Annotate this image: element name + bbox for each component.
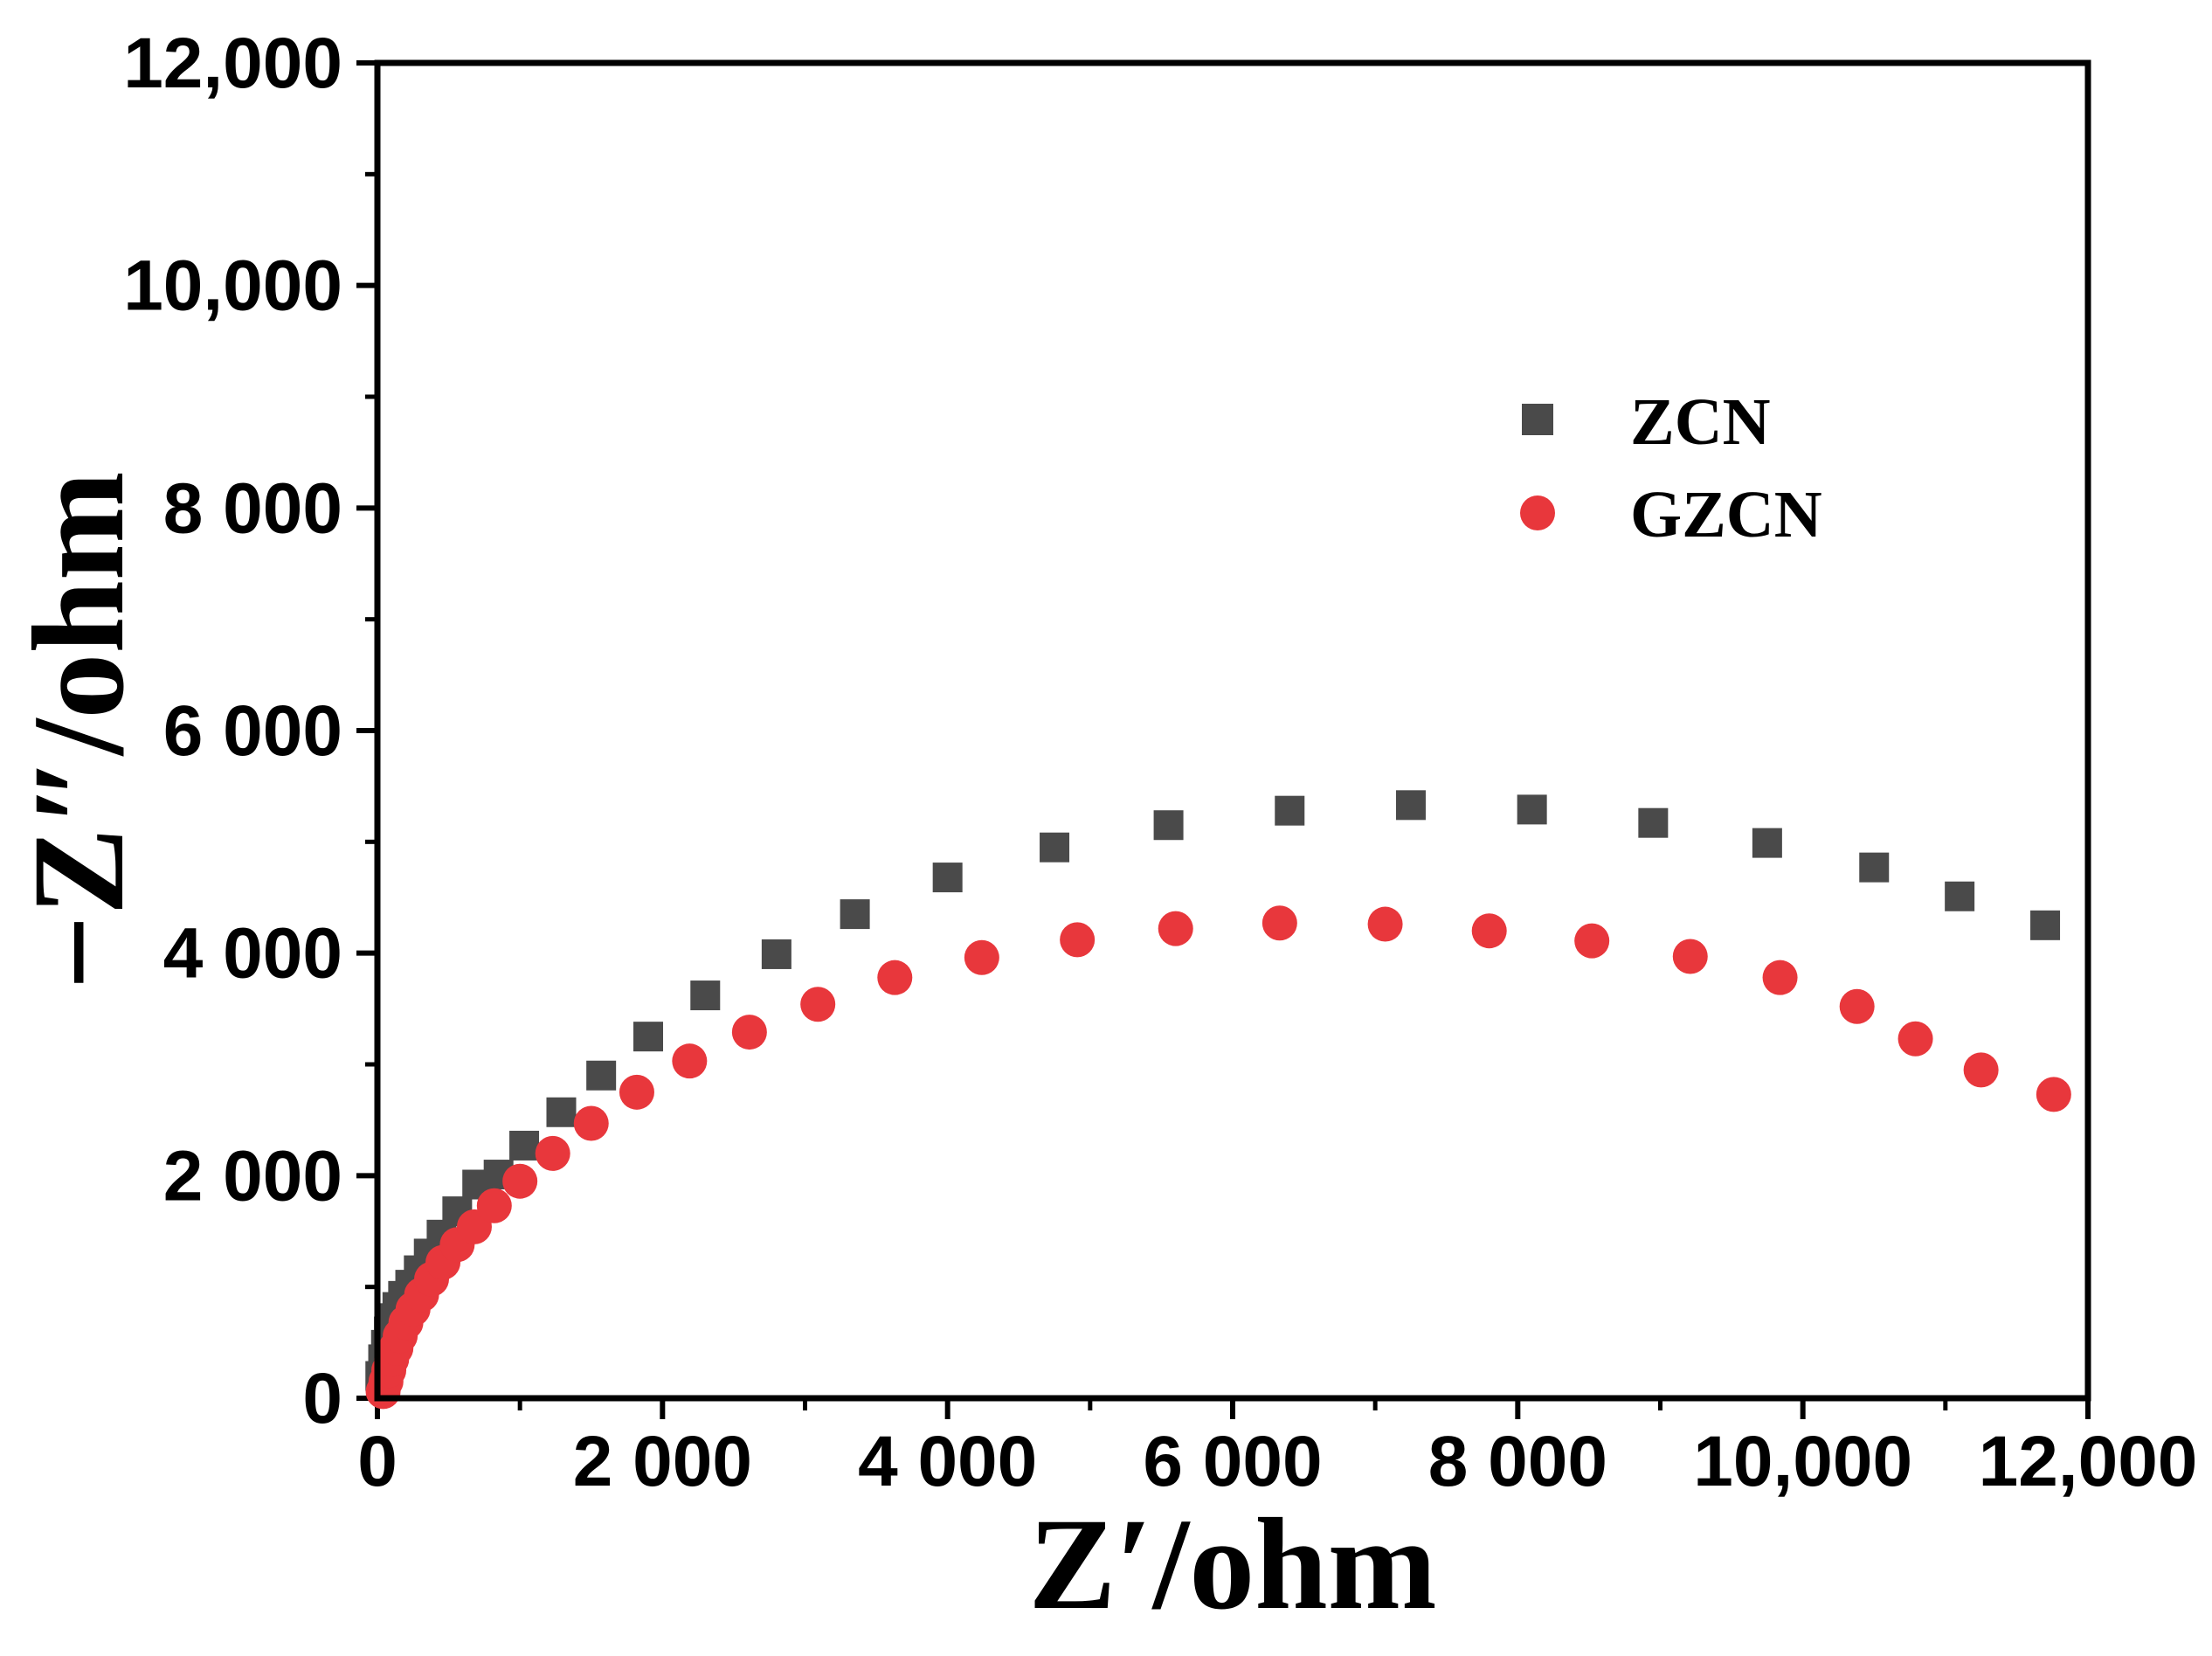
y-tick-label: 12,000 [123,24,342,103]
legend: ZCN GZCN [1520,385,1822,551]
point-gzcn [1471,913,1507,949]
point-zcn [761,939,791,969]
point-gzcn [964,939,999,975]
x-tick-label: 2 000 [573,1422,752,1501]
legend-label-gzcn: GZCN [1630,478,1822,551]
x-tick-label: 4 000 [858,1422,1037,1501]
y-tick-label: 10,000 [123,246,342,326]
point-gzcn [1963,1052,1999,1088]
point-gzcn [535,1135,570,1171]
point-zcn [586,1060,617,1091]
point-zcn [546,1097,577,1127]
x-tick-label: 12,000 [1979,1422,2198,1501]
point-zcn [1040,832,1070,863]
point-gzcn [1897,1021,1933,1057]
point-gzcn [1574,923,1610,959]
point-gzcn [672,1043,708,1079]
point-gzcn [502,1163,538,1199]
point-gzcn [1060,922,1096,958]
point-gzcn [1367,906,1403,942]
point-zcn [690,980,721,1011]
legend-label-zcn: ZCN [1630,385,1770,459]
point-gzcn [1672,939,1708,974]
point-zcn [633,1022,664,1052]
tick-labels-layer: 0 2 000 4 000 6 000 8 000 10,000 12,000 0 2 000 4… [123,24,2197,1501]
y-tick-label: 2 000 [163,1136,342,1216]
plot-frame [374,59,2091,1402]
y-tick-label: 6 000 [163,691,342,771]
point-zcn [840,899,870,930]
point-zcn [1859,852,1890,883]
point-gzcn [1158,911,1193,946]
x-tick-label: 8 000 [1428,1422,1607,1501]
point-gzcn [1839,988,1875,1024]
legend-marker-zcn [1522,404,1553,435]
point-zcn [1153,810,1184,841]
x-tick-label: 0 [357,1422,397,1501]
point-zcn [1517,794,1547,825]
y-tick-label: 4 000 [163,914,342,994]
point-gzcn [2036,1077,2071,1112]
x-tick-label: 6 000 [1143,1422,1322,1501]
point-gzcn [1762,960,1798,995]
point-gzcn [1262,905,1297,941]
ticks-layer [356,60,2091,1419]
point-zcn [1945,881,1975,911]
legend-marker-gzcn [1520,495,1555,530]
point-gzcn [877,960,913,995]
y-axis-title: −Z″/ohm [6,471,151,989]
point-zcn [1638,807,1669,838]
point-gzcn [800,987,836,1022]
point-zcn [2030,910,2061,940]
point-gzcn [573,1105,609,1141]
x-axis-title: Z′/ohm [1028,1492,1436,1637]
point-zcn [1395,790,1426,821]
point-zcn [1275,795,1305,826]
point-gzcn [731,1015,767,1050]
x-tick-label: 10,000 [1693,1422,1912,1501]
y-tick-label: 8 000 [163,468,342,548]
y-tick-label: 0 [302,1359,342,1438]
point-zcn [932,863,963,893]
point-zcn [509,1130,540,1161]
point-gzcn [619,1074,654,1110]
points-layer [365,790,2071,1410]
point-gzcn [476,1188,512,1223]
point-zcn [1752,828,1782,858]
